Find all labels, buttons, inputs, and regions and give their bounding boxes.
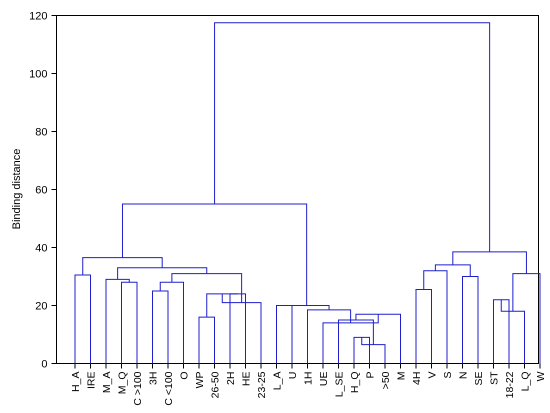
- y-tick-label: 0: [41, 359, 47, 371]
- leaf-label: IRE: [86, 372, 98, 390]
- leaf-label: H_A: [70, 372, 82, 392]
- dendrogram-link: [214, 22, 491, 252]
- dendrogram-link: [206, 293, 238, 318]
- leaf-label: HE: [241, 372, 253, 387]
- dendrogram-links: [74, 22, 541, 364]
- leaf-label: UE: [318, 372, 330, 387]
- y-tick-label: 20: [35, 301, 47, 313]
- leaf-label: O: [179, 372, 191, 380]
- y-tick-label: 100: [29, 69, 47, 81]
- dendrogram-link: [284, 305, 330, 310]
- leaf-label: M_Q: [117, 372, 129, 395]
- leaf-label: ST: [489, 371, 501, 385]
- leaf-label: V: [427, 372, 439, 379]
- leaf-label: P: [365, 372, 377, 379]
- leaf-label: W: [535, 371, 547, 381]
- leaf-label: L_Q: [520, 372, 532, 392]
- leaf-label: C >100: [132, 371, 144, 405]
- leaf-label: S: [442, 372, 454, 379]
- leaf-label: L_A: [272, 372, 284, 391]
- leaf-label: 4H: [411, 372, 423, 385]
- leaf-label: 26-50: [210, 371, 222, 398]
- plot-frame: [56, 15, 539, 364]
- y-tick-label: 60: [35, 185, 47, 197]
- leaf-label: WP: [194, 372, 206, 389]
- y-tick-label: 40: [35, 243, 47, 255]
- y-tick-label: 120: [29, 11, 47, 23]
- leaf-label: 23-25: [256, 371, 268, 398]
- leaf-label: 3H: [148, 372, 160, 385]
- y-axis: 0 20 40 60 80 100 120: [29, 11, 57, 371]
- leaf-label: U: [287, 372, 299, 380]
- y-axis-title: Binding distance: [11, 149, 23, 230]
- leaf-label: M: [396, 372, 408, 381]
- leaf-label: C <100: [163, 371, 175, 405]
- leaf-label: 2H: [225, 372, 237, 385]
- leaf-label: N: [458, 372, 470, 380]
- leaf-label: H_Q: [349, 372, 361, 394]
- leaf-label: L_SE: [334, 372, 346, 398]
- leaf-label: SE: [473, 372, 485, 386]
- leaf-label: >50: [380, 371, 392, 389]
- y-tick-label: 80: [35, 127, 47, 139]
- leaf-label: 18-22: [504, 371, 516, 398]
- x-axis: H_A IRE M_A M_Q C >100 3H C <100 O WP 26-50 2H HE 23…: [70, 363, 547, 406]
- leaf-label: 1H: [303, 372, 315, 385]
- leaf-label: M_A: [101, 372, 113, 394]
